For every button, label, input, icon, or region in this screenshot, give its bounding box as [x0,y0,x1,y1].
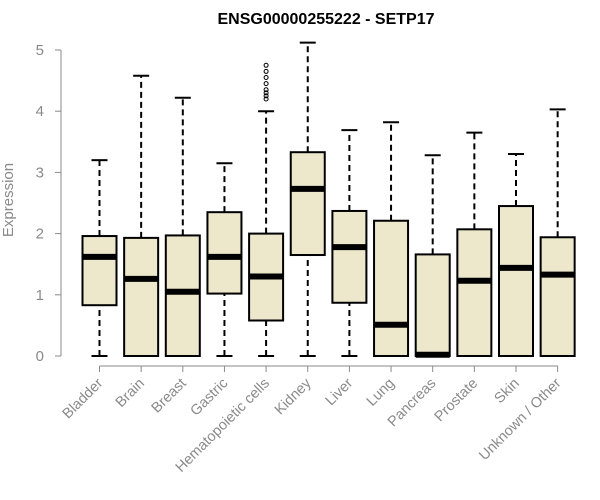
x-tick-label: Bladder [60,375,107,422]
box-hematopoietic-cells [248,62,285,357]
y-tick-label: 1 [36,287,44,304]
box-bladder [81,159,118,357]
box-body [498,205,534,357]
y-axis-label: Expression [0,163,17,237]
box-breast [164,96,201,358]
box-unknown-other [539,108,576,357]
x-tick-label: Skin [492,376,523,407]
box-series [81,41,576,358]
x-axis [99,365,559,372]
box-body [414,253,451,358]
x-tick-label: Prostate [432,376,481,425]
outlier-point [263,62,269,68]
box-body [289,151,326,257]
x-tick-label: Kidney [272,375,315,418]
box-lung [373,121,410,357]
box-body [456,228,493,357]
chart-title: ENSG00000255222 - SETP17 [217,11,434,28]
y-tick-label: 4 [36,103,44,120]
y-axis: 0 1 2 3 4 5 [36,42,62,365]
box-body [81,235,118,307]
box-prostate [456,131,493,357]
box-brain [123,74,160,357]
outlier-point [263,81,269,87]
box-body [373,219,410,357]
box-body [123,236,160,357]
x-tick-label: Lung [364,376,398,410]
y-tick-label: 5 [36,42,44,59]
box-body [206,211,243,295]
box-gastric [206,162,243,357]
y-tick-label: 3 [36,164,44,181]
box-skin [498,153,534,357]
x-tick-label: Liver [323,375,357,409]
x-tick-label: Brain [113,376,148,411]
outlier-point [263,93,269,99]
outlier-point [263,90,269,96]
box-body [539,236,576,357]
outlier-point [263,68,269,74]
outlier-point [263,75,269,81]
y-tick-label: 0 [36,348,44,365]
box-body [164,234,201,358]
box-liver [331,129,368,357]
box-pancreas [414,154,451,358]
outlier-point [263,87,269,93]
box-body [331,209,368,304]
box-kidney [289,41,326,357]
outlier-point [263,96,269,102]
y-tick-label: 2 [36,226,44,243]
x-tick-label: Breast [149,376,190,417]
